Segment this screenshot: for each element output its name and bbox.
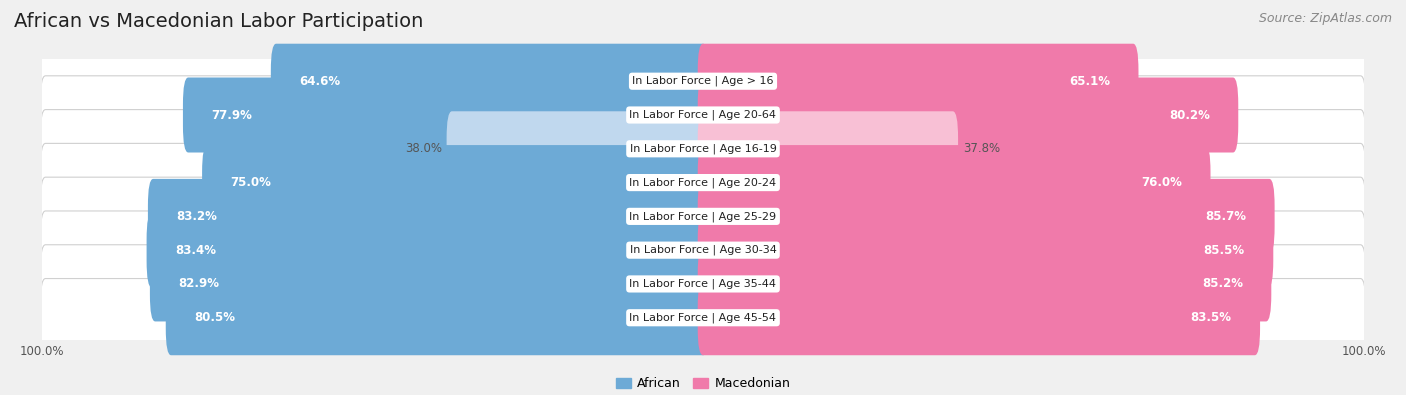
Text: African vs Macedonian Labor Participation: African vs Macedonian Labor Participatio… [14,12,423,31]
FancyBboxPatch shape [166,280,709,355]
FancyBboxPatch shape [148,179,709,254]
Text: 76.0%: 76.0% [1142,176,1182,189]
Text: In Labor Force | Age 25-29: In Labor Force | Age 25-29 [630,211,776,222]
Text: 37.8%: 37.8% [963,142,1000,155]
FancyBboxPatch shape [202,145,709,220]
Text: In Labor Force | Age 30-34: In Labor Force | Age 30-34 [630,245,776,256]
FancyBboxPatch shape [150,246,709,322]
Text: In Labor Force | Age 20-24: In Labor Force | Age 20-24 [630,177,776,188]
Text: In Labor Force | Age 45-54: In Labor Force | Age 45-54 [630,312,776,323]
Text: 85.2%: 85.2% [1202,277,1243,290]
Text: 38.0%: 38.0% [405,142,441,155]
FancyBboxPatch shape [697,246,1271,322]
Text: 80.2%: 80.2% [1168,109,1209,122]
FancyBboxPatch shape [183,77,709,152]
Text: In Labor Force | Age > 16: In Labor Force | Age > 16 [633,76,773,87]
Text: 64.6%: 64.6% [299,75,340,88]
Text: 83.4%: 83.4% [174,244,217,257]
FancyBboxPatch shape [41,42,1365,120]
FancyBboxPatch shape [146,213,709,288]
FancyBboxPatch shape [697,44,1139,119]
FancyBboxPatch shape [41,76,1365,154]
Text: Source: ZipAtlas.com: Source: ZipAtlas.com [1258,12,1392,25]
FancyBboxPatch shape [41,143,1365,222]
Text: 80.5%: 80.5% [194,311,235,324]
FancyBboxPatch shape [41,109,1365,188]
Text: In Labor Force | Age 35-44: In Labor Force | Age 35-44 [630,279,776,289]
Text: 77.9%: 77.9% [211,109,252,122]
Text: 75.0%: 75.0% [231,176,271,189]
Text: 82.9%: 82.9% [179,277,219,290]
FancyBboxPatch shape [697,213,1274,288]
FancyBboxPatch shape [697,280,1260,355]
Text: 83.2%: 83.2% [176,210,217,223]
FancyBboxPatch shape [271,44,709,119]
Text: 65.1%: 65.1% [1069,75,1111,88]
FancyBboxPatch shape [41,177,1365,256]
Text: In Labor Force | Age 20-64: In Labor Force | Age 20-64 [630,110,776,120]
Text: 83.5%: 83.5% [1191,311,1232,324]
Text: 85.7%: 85.7% [1205,210,1246,223]
Text: In Labor Force | Age 16-19: In Labor Force | Age 16-19 [630,143,776,154]
FancyBboxPatch shape [697,179,1275,254]
Text: 85.5%: 85.5% [1204,244,1244,257]
FancyBboxPatch shape [697,111,957,186]
FancyBboxPatch shape [697,77,1239,152]
FancyBboxPatch shape [41,245,1365,323]
Legend: African, Macedonian: African, Macedonian [610,372,796,395]
FancyBboxPatch shape [41,278,1365,357]
FancyBboxPatch shape [697,145,1211,220]
FancyBboxPatch shape [447,111,709,186]
FancyBboxPatch shape [41,211,1365,290]
